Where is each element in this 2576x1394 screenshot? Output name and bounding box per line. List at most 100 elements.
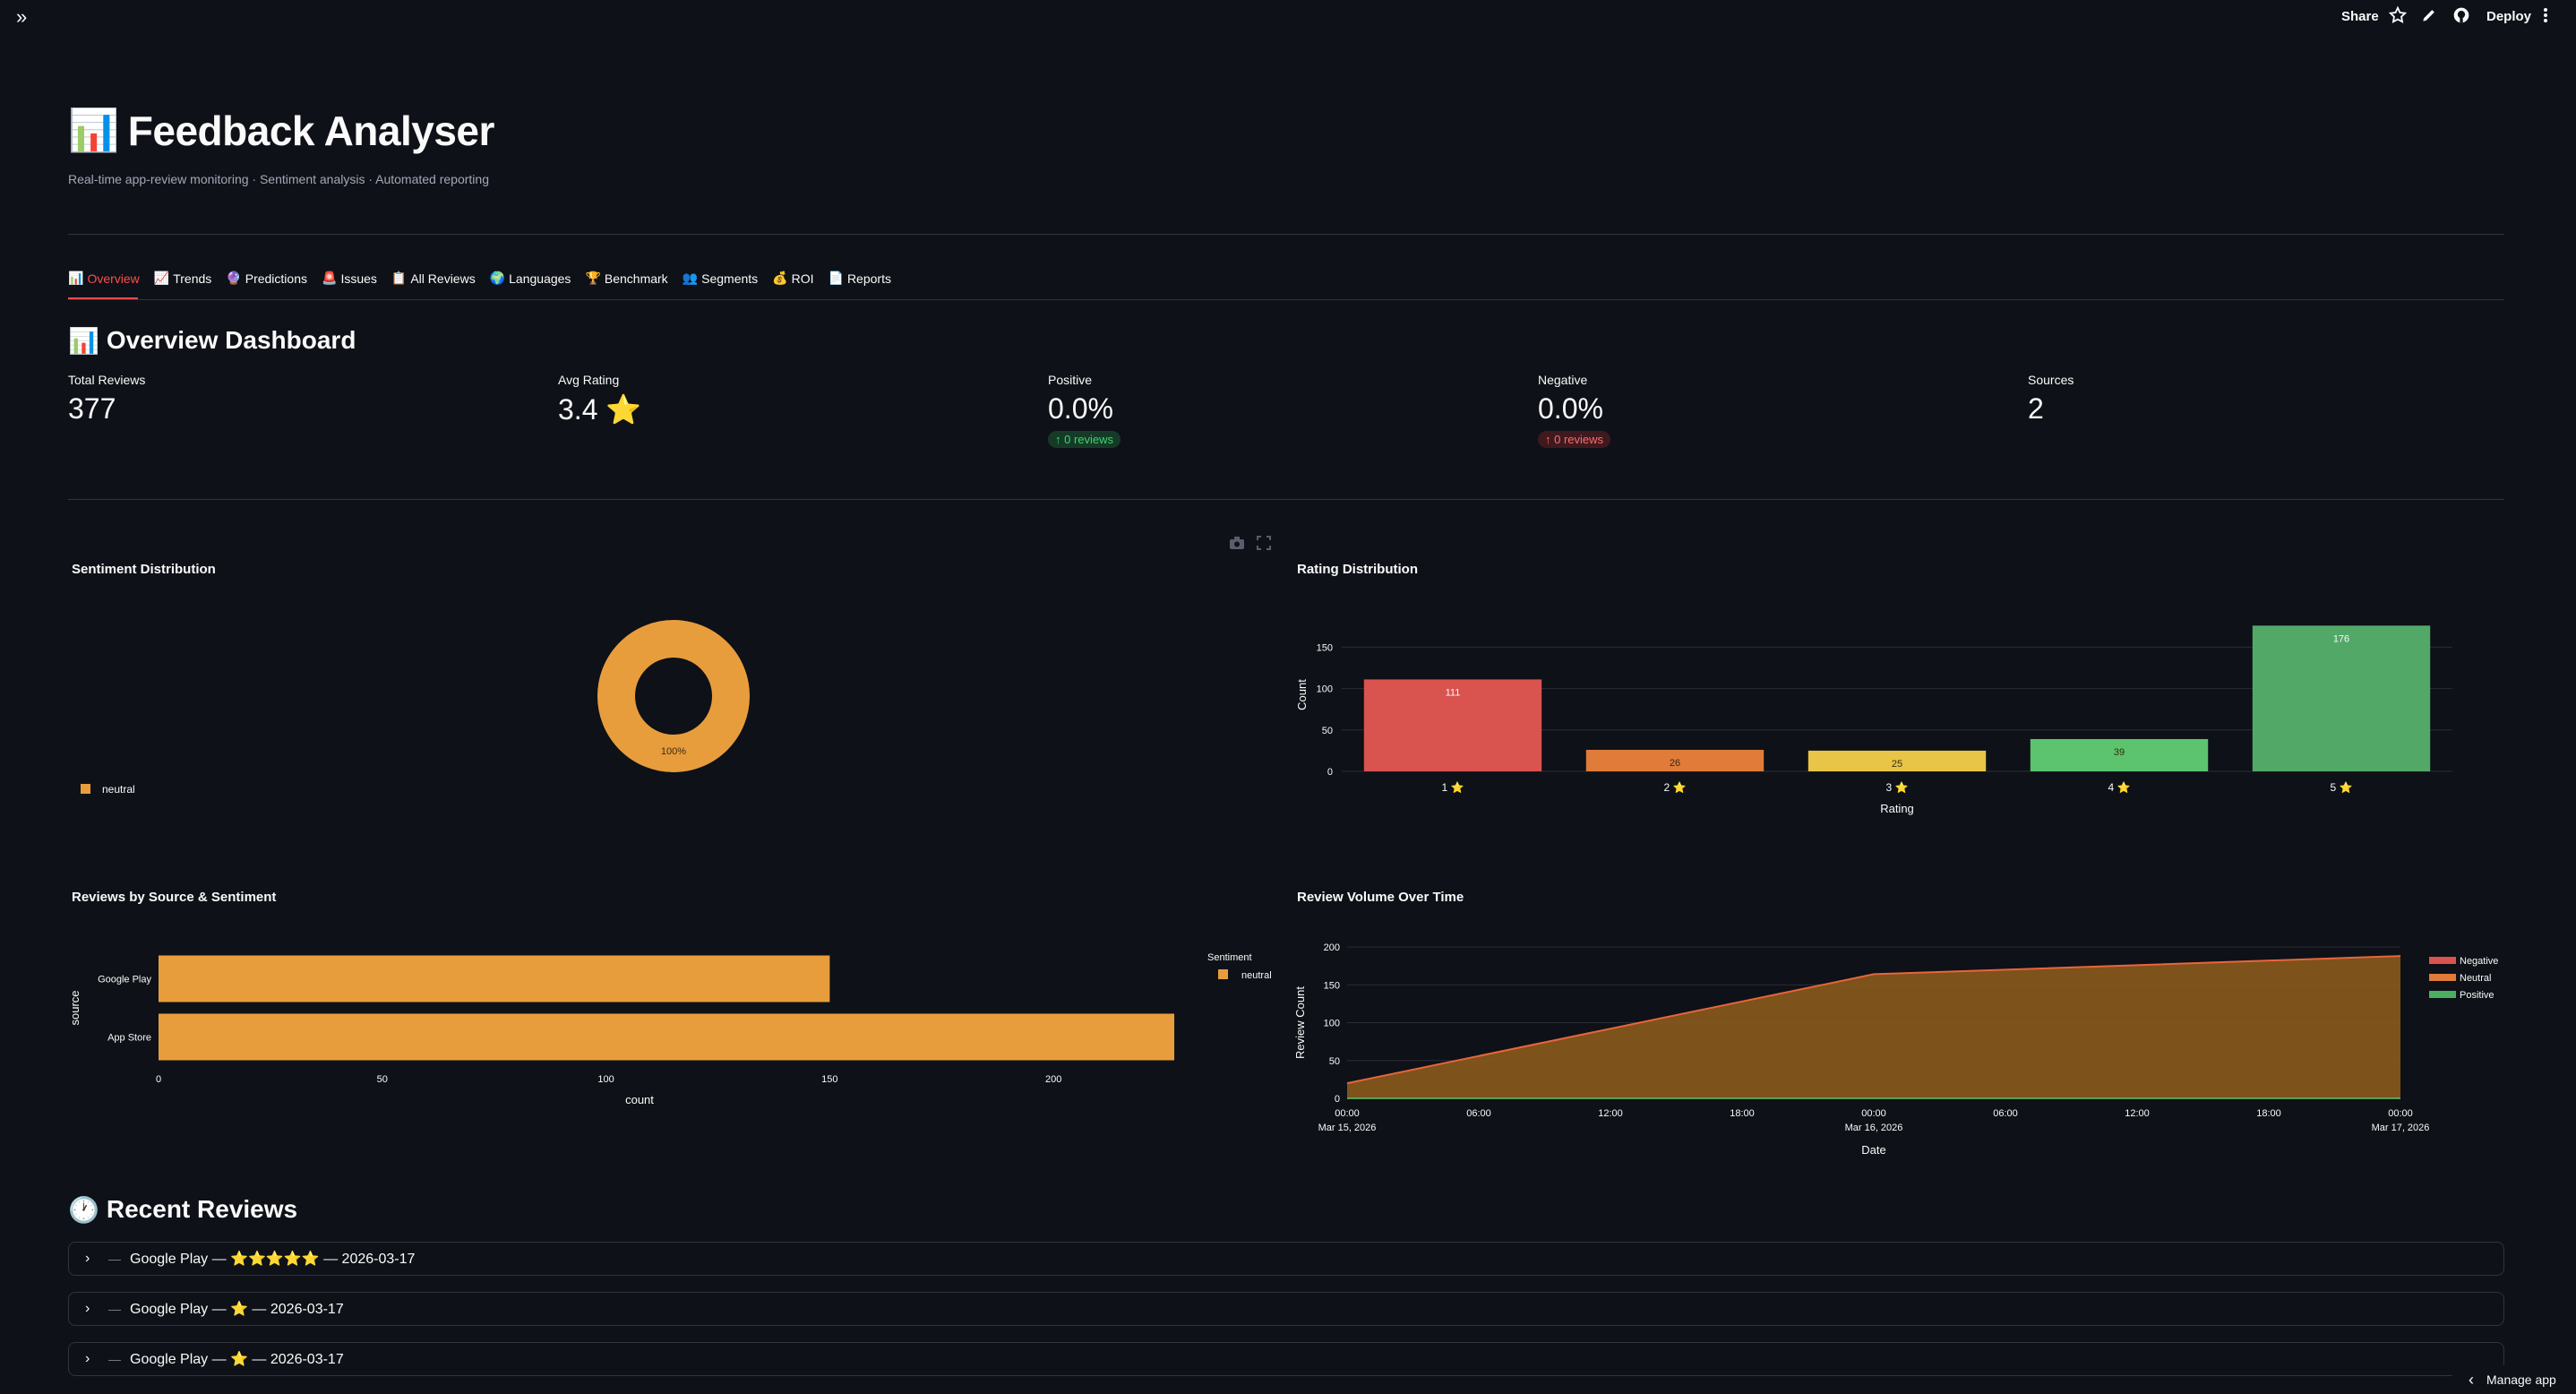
- chart-title-rating: Rating Distribution: [1297, 562, 1418, 577]
- tab-overview[interactable]: 📊 Overview: [68, 271, 140, 286]
- section-heading-text: Recent Reviews: [106, 1195, 298, 1223]
- x-tick-label: 06:00: [1993, 1108, 2018, 1119]
- review-summary: Google Play — ⭐⭐⭐⭐⭐ — 2026-03-17: [130, 1252, 416, 1267]
- y-tick-label: 0: [1327, 767, 1333, 778]
- metric-value: 0.0%: [1538, 392, 1603, 425]
- neutral-dash-icon: —: [108, 1252, 121, 1266]
- legend-swatch: [2429, 957, 2456, 964]
- roi-tab-icon: 💰: [772, 271, 788, 285]
- bar-data-label: 39: [2114, 747, 2125, 758]
- benchmark-tab-icon: 🏆: [585, 271, 601, 285]
- y-axis-title: Review Count: [1293, 986, 1307, 1059]
- tab-label: ROI: [791, 271, 814, 286]
- chevron-right-icon: ›: [85, 1351, 90, 1366]
- metric-value: 377: [68, 392, 116, 425]
- x-tick-label: 00:00: [1861, 1108, 1886, 1119]
- neutral-dash-icon: —: [108, 1302, 121, 1316]
- fullscreen-icon[interactable]: [1257, 536, 1271, 555]
- legend-label: Negative: [2460, 956, 2498, 967]
- x-tick-label: 3 ⭐: [1886, 781, 1909, 794]
- manage-app-button[interactable]: ‹ Manage app: [2452, 1365, 2576, 1394]
- tab-predictions[interactable]: 🔮 Predictions: [226, 271, 307, 286]
- section-heading-recent: 🕐 Recent Reviews: [68, 1195, 297, 1225]
- deploy-button[interactable]: Deploy: [2486, 9, 2532, 24]
- x-tick-label: 1 ⭐: [1442, 781, 1464, 794]
- tab-languages[interactable]: 🌍 Languages: [490, 271, 571, 286]
- tab-label: Overview: [87, 271, 140, 286]
- bar: [2252, 625, 2431, 771]
- expand-sidebar-icon[interactable]: »: [16, 5, 28, 28]
- chevron-right-icon: ›: [85, 1251, 90, 1266]
- x-tick-label: 50: [377, 1074, 388, 1085]
- series-line-neutral: [1346, 955, 2401, 1085]
- manage-app-label: Manage app: [2486, 1372, 2556, 1387]
- x-tick-label: 5 ⭐: [2331, 781, 2353, 794]
- x-tick-label: 00:00: [1335, 1108, 1360, 1119]
- x-axis-title: Date: [1861, 1143, 1885, 1157]
- tab-trends[interactable]: 📈 Trends: [154, 271, 212, 286]
- tab-reports[interactable]: 📄 Reports: [829, 271, 891, 286]
- sentiment-donut-chart: 100% neutral: [81, 620, 750, 796]
- review-expander[interactable]: › — Google Play — ⭐⭐⭐⭐⭐ — 2026-03-17: [68, 1242, 2504, 1276]
- clock-icon: 🕐: [68, 1196, 99, 1224]
- metric-label: Negative: [1538, 373, 1588, 387]
- github-icon[interactable]: [2452, 6, 2470, 29]
- neutral-dash-icon: —: [108, 1352, 121, 1366]
- rating-bar-chart: 0 50 100 150 111 1 ⭐ 26 2 ⭐ 25 3 ⭐ 39 4 ⭐ 176 5 ⭐ Rati…: [1295, 625, 2452, 815]
- chart-title-sentiment: Sentiment Distribution: [72, 562, 216, 577]
- x-date-label: Mar 16, 2026: [1845, 1123, 1903, 1133]
- segments-tab-icon: 👥: [682, 271, 699, 285]
- bar: [159, 1013, 1175, 1061]
- y-tick-label: 200: [1324, 942, 1340, 953]
- section-heading-overview: 📊 Overview Dashboard: [68, 326, 356, 356]
- legend-title: Sentiment: [1207, 952, 1252, 963]
- main-menu-icon[interactable]: [2542, 6, 2549, 29]
- y-tick-label: 150: [1324, 980, 1340, 991]
- y-tick-label: 100: [1324, 1019, 1340, 1029]
- review-expander[interactable]: › — Google Play — ⭐ — 2026-03-17: [68, 1292, 2504, 1326]
- camera-icon[interactable]: [1229, 536, 1245, 555]
- legend-label: neutral: [102, 783, 135, 796]
- metric-value: 3.4 ⭐: [558, 393, 642, 426]
- x-date-label: Mar 15, 2026: [1318, 1123, 1377, 1133]
- bar: [2030, 738, 2209, 771]
- bar-data-label: 111: [1446, 687, 1461, 698]
- chart-emoji-icon: 📊: [68, 107, 119, 153]
- tab-label: All Reviews: [410, 271, 476, 286]
- tab-segments[interactable]: 👥 Segments: [683, 271, 758, 286]
- tab-issues[interactable]: 🚨 Issues: [322, 271, 377, 286]
- bar: [1585, 749, 1765, 771]
- x-axis-title: count: [625, 1093, 654, 1106]
- review-summary: Google Play — ⭐ — 2026-03-17: [130, 1302, 344, 1317]
- section-heading-text: Overview Dashboard: [106, 326, 356, 354]
- tab-all-reviews[interactable]: 📋 All Reviews: [391, 271, 476, 286]
- tab-label: Segments: [701, 271, 759, 286]
- star-icon[interactable]: [2388, 5, 2408, 30]
- x-tick-label: 0: [156, 1074, 161, 1085]
- tab-label: Benchmark: [604, 271, 668, 286]
- chevron-right-icon: ›: [85, 1301, 90, 1316]
- divider: [68, 499, 2504, 500]
- metric-label: Total Reviews: [68, 373, 146, 387]
- x-date-label: Mar 17, 2026: [2372, 1123, 2430, 1133]
- divider: [68, 234, 2504, 235]
- legend-swatch: [1218, 969, 1228, 979]
- x-tick-label: 200: [1045, 1074, 1061, 1085]
- dashboard-emoji-icon: 📊: [68, 327, 99, 355]
- review-expander[interactable]: › — Google Play — ⭐ — 2026-03-17: [68, 1342, 2504, 1376]
- metric-label: Avg Rating: [558, 373, 620, 387]
- bar-data-label: 25: [1892, 759, 1902, 770]
- tab-benchmark[interactable]: 🏆 Benchmark: [585, 271, 667, 286]
- share-button[interactable]: Share: [2341, 9, 2379, 24]
- pie-slice: [597, 620, 750, 772]
- x-tick-label: 00:00: [2388, 1108, 2413, 1119]
- metric-delta-positive: ↑ 0 reviews: [1048, 431, 1121, 448]
- edit-icon[interactable]: [2420, 6, 2438, 29]
- overview-tab-icon: 📊: [68, 271, 84, 285]
- tab-label: Predictions: [245, 271, 307, 286]
- source-bar-chart: Google Play App Store 0 50 100 150 200 count sou…: [68, 952, 1272, 1106]
- legend-label: Positive: [2460, 990, 2494, 1001]
- tab-roi[interactable]: 💰 ROI: [772, 271, 813, 286]
- y-tick-label: App Store: [107, 1033, 151, 1044]
- tab-label: Issues: [340, 271, 377, 286]
